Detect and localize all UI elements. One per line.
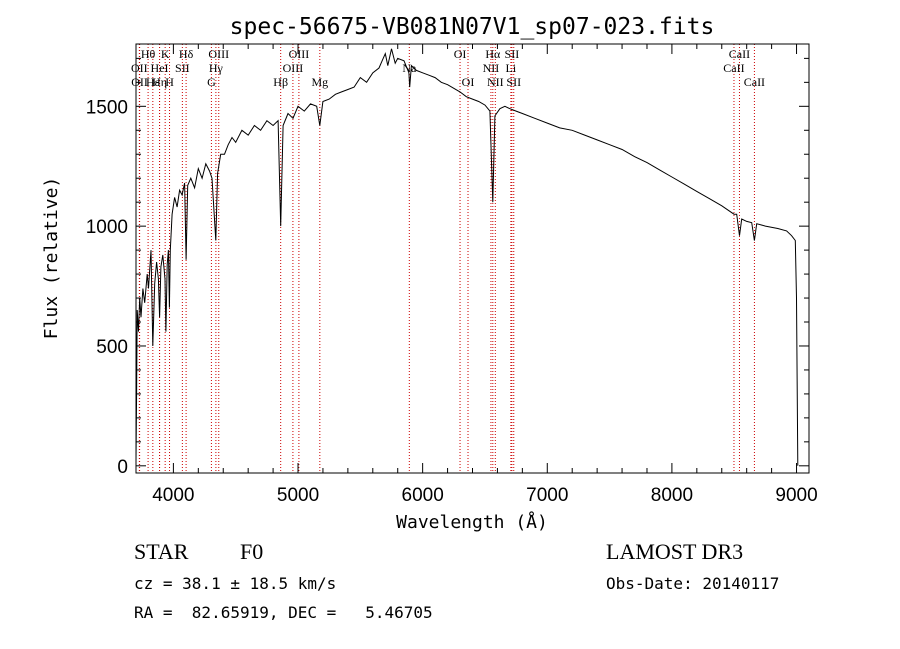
x-tick-label-7000: 7000 <box>526 485 568 506</box>
emission-line-markers <box>138 44 755 473</box>
object-subclass: F0 <box>240 539 264 564</box>
line-marker-label-4: HeI <box>151 61 169 75</box>
survey-name: LAMOST DR3 <box>606 539 744 564</box>
x-axis-label: Wavelength (Å) <box>396 511 548 533</box>
y-tick-label-1500: 1500 <box>86 97 128 118</box>
line-marker-label-15: OIII <box>289 47 310 61</box>
line-marker-label-25: SII <box>506 75 521 89</box>
line-marker-label-0: Hθ <box>141 47 156 61</box>
line-marker-label-21: Hα <box>485 47 501 61</box>
x-tick-label-6000: 6000 <box>402 485 444 506</box>
line-marker-label-26: CaII <box>723 61 744 75</box>
line-marker-label-22: NII <box>487 75 504 89</box>
line-marker-label-24: Li <box>506 61 517 75</box>
line-marker-label-8: SII <box>175 61 190 75</box>
observation-date: Obs-Date: 20140117 <box>606 574 780 593</box>
ra-dec-coordinates: RA = 82.65919, DEC = 5.46705 <box>134 603 433 622</box>
x-tick-label-8000: 8000 <box>651 485 693 506</box>
y-axis-label: Flux (relative) <box>41 177 62 340</box>
y-tick-label-0: 0 <box>117 457 128 478</box>
x-tick-label-9000: 9000 <box>775 485 817 506</box>
line-marker-label-19: OI <box>462 75 475 89</box>
line-marker-label-11: Hγ <box>209 61 224 75</box>
line-marker-label-20: NII <box>483 61 500 75</box>
line-marker-label-13: Hβ <box>273 75 288 89</box>
line-marker-label-10: OIII <box>208 47 229 61</box>
plot-frame <box>135 43 810 474</box>
line-marker-label-9: Hδ <box>179 47 194 61</box>
x-axis-ticks: 4000 5000 6000 7000 8000 9000 <box>152 44 818 506</box>
line-marker-label-5: Hη <box>152 75 167 89</box>
line-marker-label-1: OII <box>131 61 148 75</box>
line-marker-label-28: CaII <box>744 75 765 89</box>
flux-series-line <box>135 48 799 466</box>
line-marker-label-23: SII <box>505 47 520 61</box>
line-marker-label-12: G <box>207 75 216 89</box>
chart-title: spec-56675-VB081N07V1_sp07-023.fits <box>230 14 715 40</box>
object-class: STAR <box>134 539 189 564</box>
line-marker-label-18: OI <box>454 47 467 61</box>
line-marker-label-6: K <box>161 47 170 61</box>
y-tick-label-500: 500 <box>96 337 128 358</box>
line-marker-label-14: OIII <box>283 61 304 75</box>
y-tick-label-1000: 1000 <box>86 217 128 238</box>
line-marker-label-27: CaII <box>729 47 750 61</box>
line-marker-label-3: Hε <box>146 75 160 89</box>
x-tick-label-5000: 5000 <box>277 485 319 506</box>
y-axis-ticks: 0 500 1000 1500 <box>86 57 809 478</box>
redshift-cz: cz = 38.1 ± 18.5 km/s <box>134 574 337 593</box>
line-marker-label-7: H <box>165 75 174 89</box>
line-marker-label-16: Mg <box>311 75 328 89</box>
x-tick-label-4000: 4000 <box>152 485 194 506</box>
